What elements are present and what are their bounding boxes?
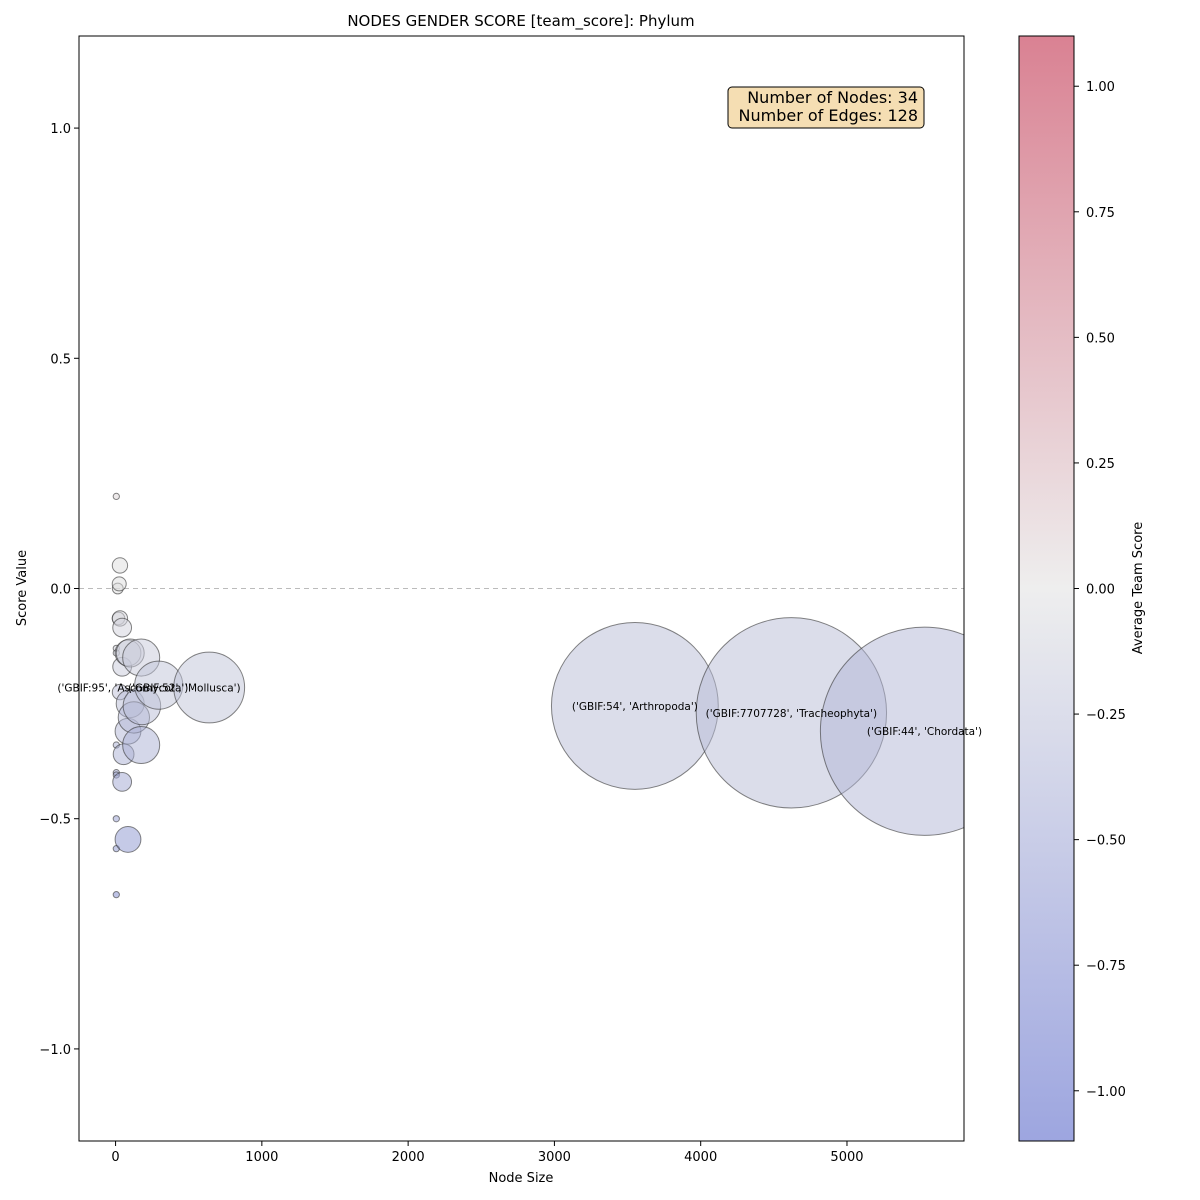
data-point — [122, 726, 161, 765]
x-axis-label: Node Size — [489, 1171, 554, 1186]
point-label: ('GBIF:7707728', 'Tracheophyta') — [706, 708, 877, 720]
data-point — [112, 815, 120, 823]
data-point — [112, 617, 133, 638]
colorbar-tick-label: 0.75 — [1086, 206, 1115, 221]
data-point — [173, 651, 246, 724]
plot-area: ('GBIF:95', 'Ascomycota')('GBIF:52', 'Mo… — [57, 35, 982, 1142]
info-box-background — [727, 86, 925, 129]
y-tick-label: 1.0 — [50, 122, 71, 137]
data-point — [112, 771, 133, 792]
x-tick-label: 1000 — [245, 1150, 278, 1165]
info-edges-count: Number of Edges: 128 — [739, 106, 918, 125]
point-label: ('GBIF:54', 'Arthropoda') — [572, 701, 698, 713]
x-tick-label: 4000 — [684, 1150, 717, 1165]
y-axis-ticks: −1.0 −0.5 0.0 0.5 1.0 — [39, 122, 79, 1058]
data-points — [111, 492, 964, 899]
colorbar: −1.00 −0.75 −0.50 −0.25 0.00 0.25 0.50 0.75 1.00… — [1018, 35, 1146, 1142]
data-point — [112, 891, 120, 899]
info-box: Number of Nodes: 34 Number of Edges: 128 — [727, 86, 925, 129]
x-tick-label: 3000 — [538, 1150, 571, 1165]
colorbar-tick-label: −1.00 — [1086, 1085, 1126, 1100]
colorbar-tick-label: 0.50 — [1086, 331, 1115, 346]
data-point — [111, 557, 129, 574]
colorbar-tick-label: 1.00 — [1086, 80, 1115, 95]
x-tick-label: 2000 — [392, 1150, 425, 1165]
info-nodes-count: Number of Nodes: 34 — [747, 88, 918, 107]
colorbar-tick-label: 0.00 — [1086, 583, 1115, 598]
point-label: ('GBIF:95', 'Ascomycota') — [57, 682, 188, 694]
colorbar-label: Average Team Score — [1131, 522, 1146, 654]
colorbar-gradient — [1019, 36, 1074, 1141]
point-label: ('GBIF:52', 'Mollusca') — [128, 682, 241, 694]
colorbar-tick-label: −0.75 — [1086, 959, 1126, 974]
point-label: ('GBIF:44', 'Chordata') — [867, 726, 982, 738]
x-tick-label: 5000 — [830, 1150, 863, 1165]
y-tick-label: 0.5 — [50, 352, 71, 367]
colorbar-ticks: −1.00 −0.75 −0.50 −0.25 0.00 0.25 0.50 0.75 1.00 — [1074, 80, 1126, 1100]
y-tick-label: −1.0 — [39, 1043, 71, 1058]
x-tick-label: 0 — [111, 1150, 119, 1165]
data-point — [111, 576, 127, 592]
colorbar-tick-label: −0.25 — [1086, 708, 1126, 723]
data-point — [819, 626, 964, 836]
y-tick-label: −0.5 — [39, 813, 71, 828]
data-point — [114, 826, 142, 853]
chart-title: NODES GENDER SCORE [team_score]: Phylum — [347, 12, 694, 31]
data-point — [112, 492, 120, 501]
colorbar-tick-label: −0.50 — [1086, 834, 1126, 849]
y-axis-label: Score Value — [15, 550, 30, 626]
y-tick-label: 0.0 — [50, 583, 71, 598]
x-axis-ticks: 0 1000 2000 3000 4000 5000 — [111, 1141, 864, 1165]
colorbar-tick-label: 0.25 — [1086, 457, 1115, 472]
